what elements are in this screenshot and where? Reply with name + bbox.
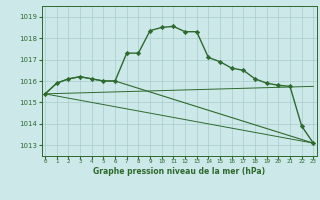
X-axis label: Graphe pression niveau de la mer (hPa): Graphe pression niveau de la mer (hPa) (93, 167, 265, 176)
